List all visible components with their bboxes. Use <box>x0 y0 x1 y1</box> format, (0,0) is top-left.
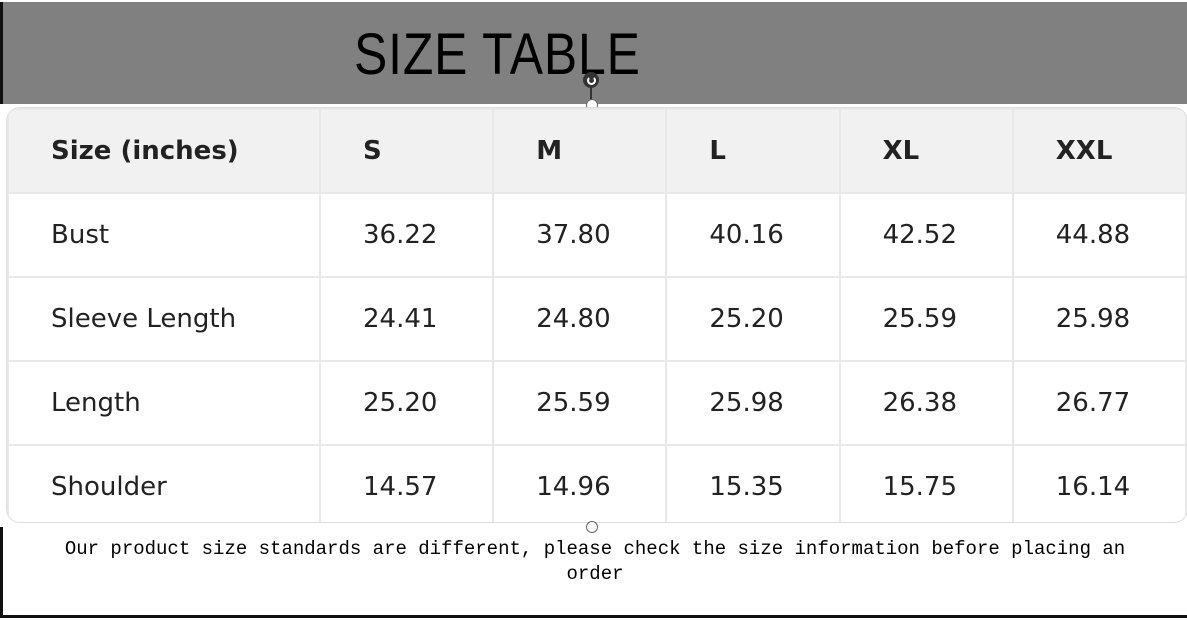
table-cell: 16.14 <box>1011 444 1187 522</box>
table-cell: 14.57 <box>318 444 495 522</box>
table-cell: 24.80 <box>492 276 668 362</box>
size-note: Our product size standards are different… <box>0 527 1187 618</box>
selection-handle-line <box>590 84 592 102</box>
table-cell: 25.98 <box>1011 276 1187 362</box>
table-cell: 15.75 <box>838 444 1014 522</box>
row-label: Shoulder <box>7 444 321 522</box>
table-cell: 24.41 <box>318 276 495 362</box>
table-cell: 26.77 <box>1011 360 1187 446</box>
table-row: Length 25.20 25.59 25.98 26.38 26.77 <box>7 360 1187 446</box>
resize-handle-bottom[interactable] <box>586 521 598 533</box>
table-cell: 25.20 <box>665 276 841 362</box>
column-header: M <box>492 108 668 194</box>
row-label: Bust <box>7 192 321 278</box>
row-label: Length <box>7 360 321 446</box>
row-label: Sleeve Length <box>7 276 321 362</box>
column-header: L <box>665 108 841 194</box>
column-header: Size (inches) <box>7 108 321 194</box>
column-header: XXL <box>1011 108 1187 194</box>
table-cell: 25.98 <box>665 360 841 446</box>
table-cell: 26.38 <box>838 360 1014 446</box>
table-row: Shoulder 14.57 14.96 15.35 15.75 16.14 <box>7 444 1187 522</box>
table-row: Sleeve Length 24.41 24.80 25.20 25.59 25.98 <box>7 276 1187 362</box>
rotate-handle-icon[interactable] <box>583 72 599 88</box>
column-header: S <box>318 108 495 194</box>
table-cell: 37.80 <box>492 192 668 278</box>
table-header-row: Size (inches) S M L XL XXL <box>7 108 1187 194</box>
table-cell: 25.20 <box>318 360 495 446</box>
table-cell: 40.16 <box>665 192 841 278</box>
table-row: Bust 36.22 37.80 40.16 42.52 44.88 <box>7 192 1187 278</box>
table-cell: 44.88 <box>1011 192 1187 278</box>
table-cell: 14.96 <box>492 444 668 522</box>
table-cell: 15.35 <box>665 444 841 522</box>
size-table: Size (inches) S M L XL XXL Bust 36.22 37.80 40.1… <box>6 107 1187 523</box>
table-cell: 25.59 <box>492 360 668 446</box>
column-header: XL <box>838 108 1014 194</box>
table-cell: 42.52 <box>838 192 1014 278</box>
table-cell: 25.59 <box>838 276 1014 362</box>
table-cell: 36.22 <box>318 192 495 278</box>
